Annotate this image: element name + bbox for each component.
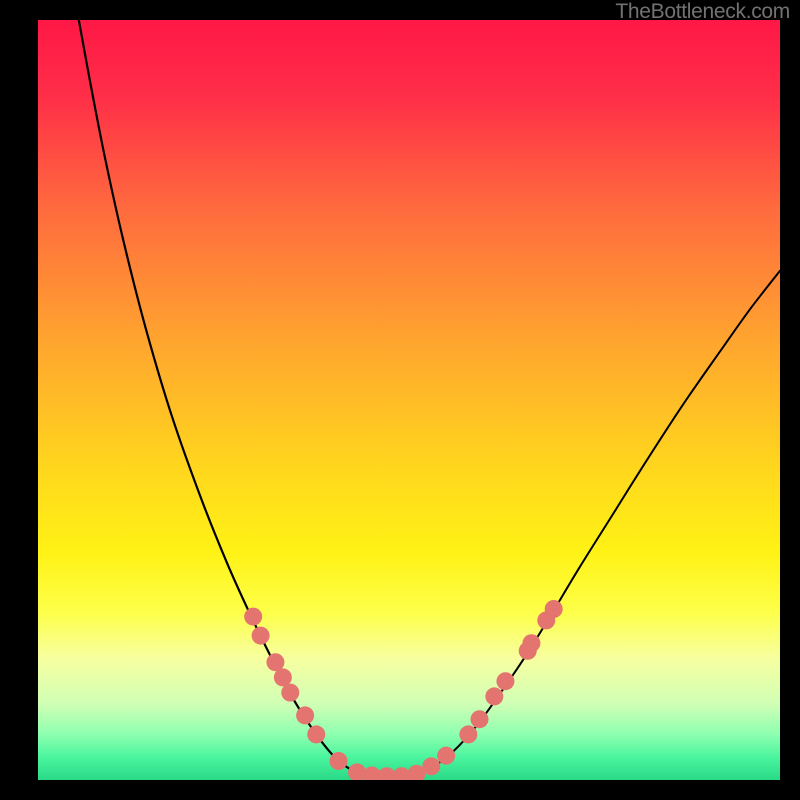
- data-marker: [496, 672, 514, 690]
- data-marker: [252, 627, 270, 645]
- data-marker: [522, 634, 540, 652]
- gradient-background: [38, 20, 780, 780]
- data-marker: [485, 687, 503, 705]
- data-marker: [330, 752, 348, 770]
- data-marker: [422, 757, 440, 775]
- data-marker: [470, 710, 488, 728]
- data-marker: [281, 684, 299, 702]
- chart-stage: TheBottleneck.com: [0, 0, 800, 800]
- data-marker: [437, 747, 455, 765]
- data-marker: [244, 608, 262, 626]
- data-marker: [307, 725, 325, 743]
- data-marker: [296, 706, 314, 724]
- data-marker: [545, 600, 563, 618]
- plot-area: [38, 20, 780, 780]
- data-marker: [459, 725, 477, 743]
- watermark-text: TheBottleneck.com: [615, 0, 790, 24]
- chart-svg: [38, 20, 780, 780]
